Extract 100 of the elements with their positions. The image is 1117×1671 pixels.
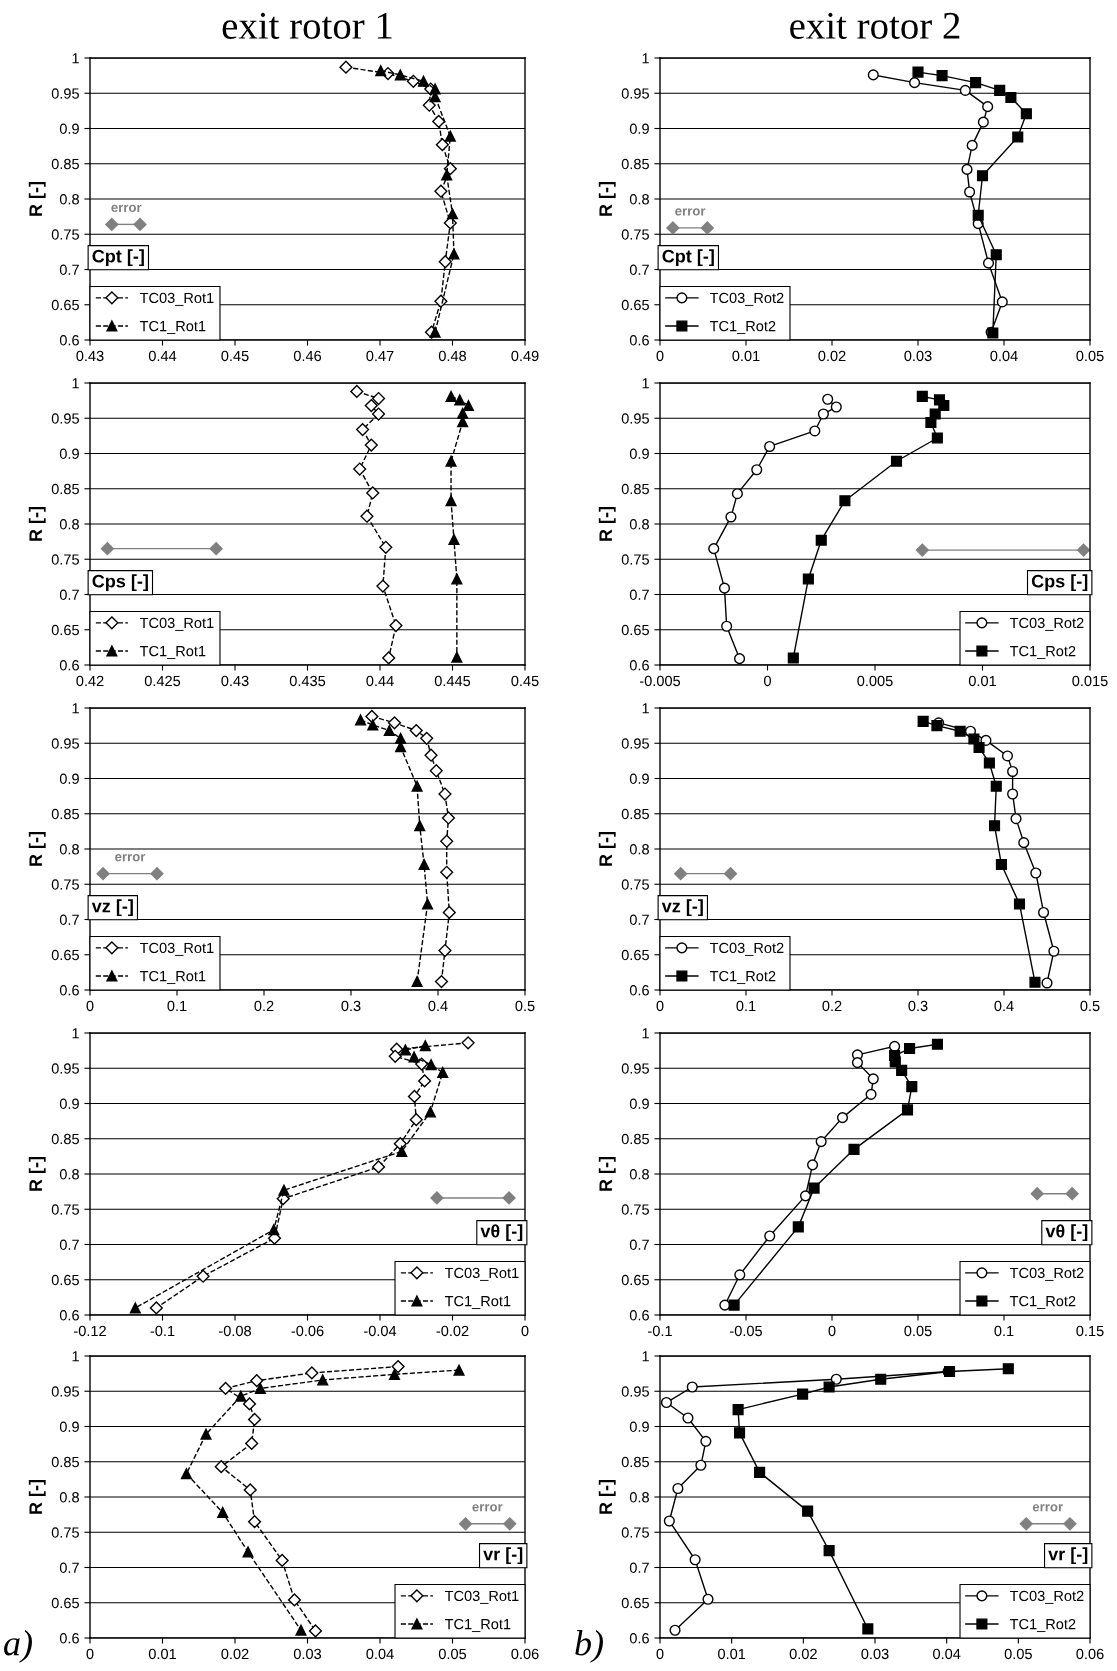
x-axis-title: Cps [-] — [1031, 574, 1088, 592]
y-tick-label: 0.9 — [629, 773, 649, 784]
x-tick-label: 0.005 — [857, 675, 893, 687]
legend-label: TC1_Rot1 — [444, 1295, 511, 1310]
x-axis-title: vθ [-] — [1045, 1224, 1088, 1242]
legend-label: TC1_Rot2 — [709, 320, 776, 335]
x-tick-label: 0 — [521, 1325, 529, 1337]
x-axis-title: vθ [-] — [480, 1224, 523, 1242]
annotation: error — [115, 854, 146, 862]
x-tick-label: 0.1 — [994, 1325, 1014, 1337]
y-tick-label: 0.8 — [629, 844, 649, 855]
x-tick-label: 0.435 — [289, 675, 326, 687]
y-tick-label: 0.95 — [51, 88, 79, 99]
y-axis-title: R [-] — [598, 1479, 616, 1514]
y-tick-label: 0.75 — [621, 879, 649, 890]
y-tick-label: 0.95 — [51, 738, 79, 749]
x-tick-label: 0.2 — [822, 1000, 842, 1012]
x-tick-label: 0.02 — [789, 1648, 817, 1660]
y-tick-label: 0.75 — [621, 1204, 649, 1215]
x-tick-label: 0 — [656, 350, 664, 362]
y-tick-label: 0.95 — [621, 88, 649, 99]
y-tick-label: 1 — [72, 378, 79, 389]
x-axis-title: vz [-] — [91, 899, 133, 917]
x-tick-label: 0.445 — [434, 675, 471, 687]
legend-label: TC03_Rot2 — [1009, 1267, 1084, 1281]
y-tick-label: 0.8 — [59, 194, 79, 205]
x-tick-label: 0.01 — [718, 1648, 746, 1660]
y-axis-title: R [-] — [598, 831, 616, 866]
x-tick-label: 0.49 — [511, 350, 539, 362]
y-tick-label: 0.85 — [621, 808, 649, 820]
y-tick-label: 1 — [72, 1028, 79, 1039]
legend-label: TC1_Rot1 — [444, 1618, 511, 1633]
legend-label: TC03_Rot1 — [139, 617, 214, 631]
y-tick-label: 0.85 — [51, 158, 79, 170]
y-tick-label: 0.95 — [621, 1386, 649, 1397]
y-tick-label: 0.85 — [51, 1133, 79, 1145]
y-tick-label: 0.7 — [629, 914, 649, 925]
x-tick-label: 0.3 — [341, 1000, 361, 1012]
x-tick-label: 0.06 — [1076, 1648, 1104, 1660]
y-tick-label: 0.65 — [51, 949, 79, 961]
legend-label: TC03_Rot2 — [1009, 1590, 1084, 1604]
y-tick-label: 0.9 — [59, 1098, 79, 1109]
x-tick-label: 0.05 — [1004, 1648, 1032, 1660]
y-tick-label: 0.6 — [59, 335, 79, 346]
y-tick-label: 1 — [642, 703, 649, 714]
chart-title: exit rotor 2 — [790, 12, 960, 39]
x-tick-label: 0.1 — [167, 1000, 187, 1012]
y-tick-label: 0.95 — [621, 413, 649, 424]
x-tick-label: 0.44 — [148, 350, 177, 362]
y-tick-label: 0.65 — [51, 624, 79, 636]
y-tick-label: 0.75 — [621, 1527, 649, 1538]
y-tick-label: 0.6 — [629, 660, 649, 671]
y-tick-label: 0.75 — [621, 229, 649, 240]
y-tick-label: 0.75 — [51, 554, 79, 565]
text: b) — [575, 1630, 603, 1663]
x-tick-label: 0.02 — [818, 350, 846, 362]
x-tick-label: -0.05 — [730, 1325, 763, 1337]
x-tick-label: 0.4 — [428, 1000, 448, 1012]
y-tick-label: 0.95 — [51, 413, 79, 424]
x-tick-label: 0.15 — [1076, 1325, 1104, 1337]
y-axis-title: R [-] — [598, 1156, 616, 1191]
x-tick-label: 0 — [86, 1648, 94, 1660]
y-tick-label: 0.85 — [621, 483, 649, 495]
y-tick-label: 0.85 — [51, 483, 79, 495]
x-tick-label: 0.01 — [732, 350, 760, 362]
x-tick-label: 0.01 — [148, 1648, 176, 1660]
y-tick-label: 0.7 — [59, 914, 79, 925]
x-tick-label: 0.43 — [76, 350, 104, 362]
legend-label: TC1_Rot2 — [1009, 1618, 1076, 1633]
y-tick-label: 0.8 — [629, 519, 649, 530]
legend-label: TC1_Rot2 — [709, 970, 776, 985]
y-tick-label: 0.95 — [621, 738, 649, 749]
x-tick-label: 0.04 — [933, 1648, 961, 1660]
y-tick-label: 0.8 — [629, 194, 649, 205]
x-tick-label: -0.06 — [291, 1325, 324, 1337]
x-tick-label: 0.05 — [438, 1648, 467, 1660]
y-tick-label: 0.9 — [629, 448, 649, 459]
y-tick-label: 0.75 — [51, 1527, 79, 1538]
legend-label: TC03_Rot2 — [709, 292, 784, 306]
x-axis-title: vr [-] — [1048, 1547, 1088, 1565]
x-tick-label: 0.03 — [293, 1648, 322, 1660]
y-tick-label: 0.7 — [59, 264, 79, 275]
x-tick-label: 0.04 — [366, 1648, 394, 1660]
y-tick-label: 0.9 — [59, 123, 79, 134]
y-tick-label: 0.7 — [629, 1239, 649, 1250]
y-tick-label: 0.85 — [621, 158, 649, 170]
y-tick-label: 0.7 — [629, 264, 649, 275]
y-tick-label: 0.6 — [629, 985, 649, 996]
y-tick-label: 0.8 — [59, 1492, 79, 1503]
x-tick-label: 0 — [828, 1325, 836, 1337]
x-tick-label: 0.06 — [511, 1648, 539, 1660]
x-tick-label: 0.46 — [293, 350, 322, 362]
x-tick-label: 0.04 — [990, 350, 1018, 362]
legend-label: TC1_Rot2 — [1009, 645, 1076, 660]
y-tick-label: 0.6 — [59, 1633, 79, 1644]
chart-title: exit rotor 1 — [222, 12, 392, 39]
y-tick-label: 0.7 — [629, 1562, 649, 1573]
x-tick-label: 0.01 — [968, 675, 996, 687]
text: a) — [4, 1630, 32, 1663]
y-tick-label: 1 — [72, 703, 79, 714]
